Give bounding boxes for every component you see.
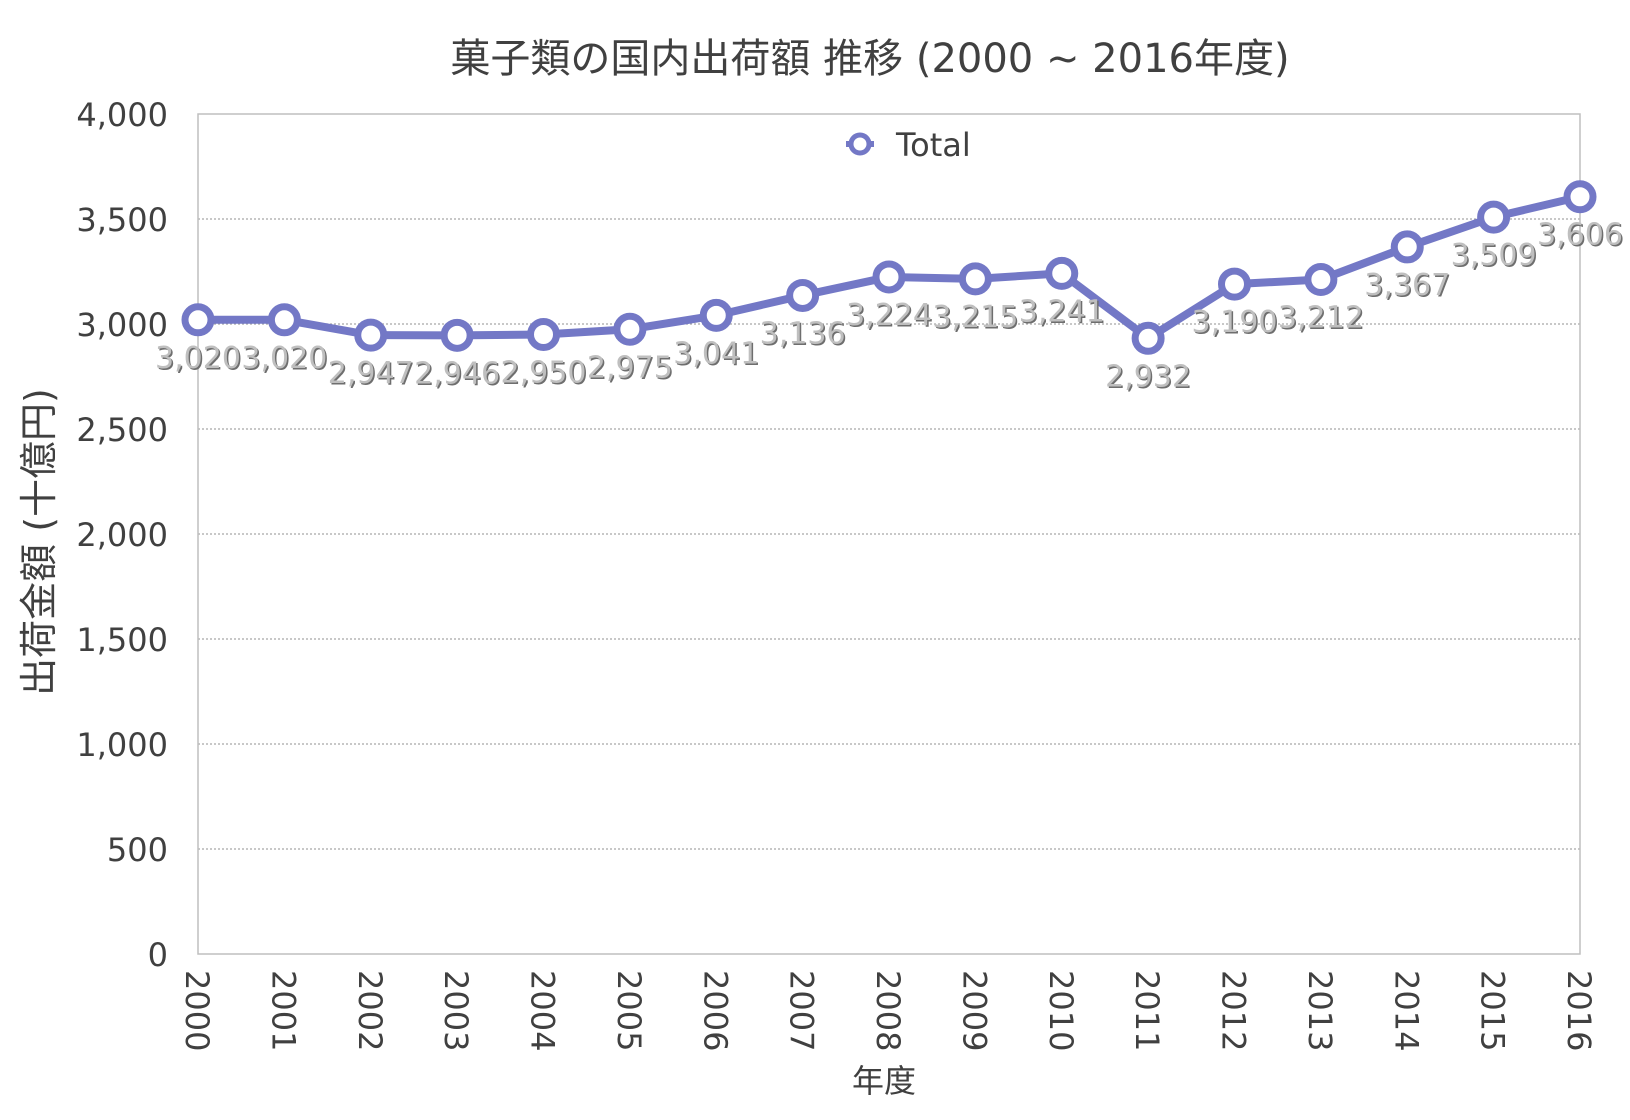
data-point bbox=[440, 318, 474, 352]
data-point bbox=[181, 303, 215, 337]
data-label: 2,946 bbox=[414, 356, 500, 391]
data-label-shadow: 2,946 bbox=[416, 358, 502, 393]
data-point bbox=[1218, 267, 1251, 301]
data-label-shadow: 3,041 bbox=[675, 338, 761, 373]
data-label-shadow: 3,212 bbox=[1279, 302, 1365, 337]
data-label-shadow: 3,020 bbox=[157, 342, 243, 377]
data-label: 2,932 bbox=[1105, 359, 1191, 394]
x-tick-label: 2005 bbox=[610, 970, 648, 1051]
data-label-shadow: 3,190 bbox=[1193, 307, 1279, 342]
data-point bbox=[613, 312, 647, 346]
data-label: 3,224 bbox=[846, 298, 932, 333]
data-point bbox=[699, 298, 733, 332]
data-point bbox=[267, 303, 301, 337]
data-label: 2,975 bbox=[587, 350, 673, 385]
data-label-shadow: 2,975 bbox=[588, 352, 674, 387]
x-tick-label: 2009 bbox=[955, 970, 993, 1051]
data-point bbox=[786, 278, 820, 312]
axes: 0 500 1,000 1,500 2,000 2,500 3,000 3,500 4,000 2… bbox=[76, 96, 1598, 1051]
data-label-shadow: 3,215 bbox=[934, 301, 1020, 336]
x-tick-label: 2000 bbox=[178, 970, 216, 1051]
x-tick-label: 2007 bbox=[783, 970, 821, 1051]
data-label: 3,020 bbox=[155, 341, 241, 376]
x-tick-label: 2002 bbox=[351, 970, 389, 1051]
x-tick-label: 2010 bbox=[1042, 970, 1080, 1051]
x-tick-label: 2012 bbox=[1215, 970, 1253, 1051]
data-point bbox=[1045, 256, 1079, 290]
data-label-shadow: 2,932 bbox=[1107, 361, 1193, 396]
chart-title: 菓子類の国内出荷額 推移 (2000 ~ 2016年度) bbox=[450, 36, 1289, 82]
data-point bbox=[872, 260, 906, 294]
x-tick-label: 2008 bbox=[869, 970, 907, 1051]
data-label: 3,606 bbox=[1537, 218, 1623, 253]
data-label: 3,367 bbox=[1364, 268, 1450, 303]
x-tick-label: 2014 bbox=[1387, 970, 1425, 1051]
y-tick-label: 1,000 bbox=[76, 726, 168, 764]
data-label-shadow: 3,136 bbox=[761, 318, 847, 353]
legend: Total bbox=[846, 126, 971, 164]
y-axis-title: 出荷金額 (十億円) bbox=[17, 388, 61, 696]
x-tick-label: 2016 bbox=[1560, 970, 1598, 1051]
y-tick-label: 0 bbox=[148, 936, 168, 974]
legend-marker bbox=[848, 132, 872, 156]
data-label: 3,509 bbox=[1451, 238, 1537, 273]
data-label: 3,136 bbox=[760, 316, 846, 351]
series-total bbox=[181, 180, 1597, 355]
y-tick-label: 2,500 bbox=[76, 411, 168, 449]
x-tick-label: 2013 bbox=[1301, 970, 1339, 1051]
data-label: 3,041 bbox=[673, 336, 759, 371]
data-label: 2,947 bbox=[328, 356, 414, 391]
y-tick-label: 4,000 bbox=[76, 96, 168, 134]
data-label-shadow: 3,241 bbox=[1020, 296, 1106, 331]
data-label-shadow: 3,020 bbox=[243, 342, 329, 377]
data-point bbox=[1304, 262, 1338, 296]
data-label: 3,215 bbox=[932, 300, 1018, 335]
legend-label: Total bbox=[895, 126, 971, 164]
data-label: 3,190 bbox=[1192, 305, 1278, 340]
x-tick-label: 2001 bbox=[264, 970, 302, 1051]
data-label: 2,950 bbox=[501, 356, 587, 391]
data-label-shadow: 3,224 bbox=[848, 299, 934, 334]
data-point bbox=[1563, 180, 1597, 214]
y-tick-label: 3,500 bbox=[76, 201, 168, 239]
data-point bbox=[1131, 321, 1165, 355]
data-point bbox=[1390, 230, 1424, 264]
x-tick-label: 2011 bbox=[1128, 970, 1166, 1051]
y-tick-label: 500 bbox=[107, 831, 168, 869]
data-label-shadow: 2,947 bbox=[329, 358, 415, 393]
data-label-shadow: 3,606 bbox=[1539, 219, 1625, 254]
data-point bbox=[354, 318, 388, 352]
data-point bbox=[958, 262, 992, 296]
y-tick-label: 3,000 bbox=[76, 306, 168, 344]
data-label-shadow: 3,509 bbox=[1452, 240, 1538, 275]
y-tick-label: 2,000 bbox=[76, 516, 168, 554]
data-label: 3,241 bbox=[1019, 294, 1105, 329]
data-label: 3,020 bbox=[241, 341, 327, 376]
x-tick-label: 2004 bbox=[524, 970, 562, 1051]
x-tick-label: 2006 bbox=[696, 970, 734, 1051]
plot-area-border bbox=[197, 113, 1581, 955]
x-tick-label: 2003 bbox=[437, 970, 475, 1051]
data-label-shadow: 3,367 bbox=[1366, 269, 1452, 304]
data-label-shadow: 2,950 bbox=[502, 357, 588, 392]
y-tick-label: 1,500 bbox=[76, 621, 168, 659]
data-label: 3,212 bbox=[1278, 300, 1364, 335]
x-axis-title: 年度 bbox=[852, 1062, 916, 1100]
data-point bbox=[527, 318, 560, 351]
data-point bbox=[1477, 200, 1511, 234]
x-tick-label: 2015 bbox=[1474, 970, 1512, 1051]
